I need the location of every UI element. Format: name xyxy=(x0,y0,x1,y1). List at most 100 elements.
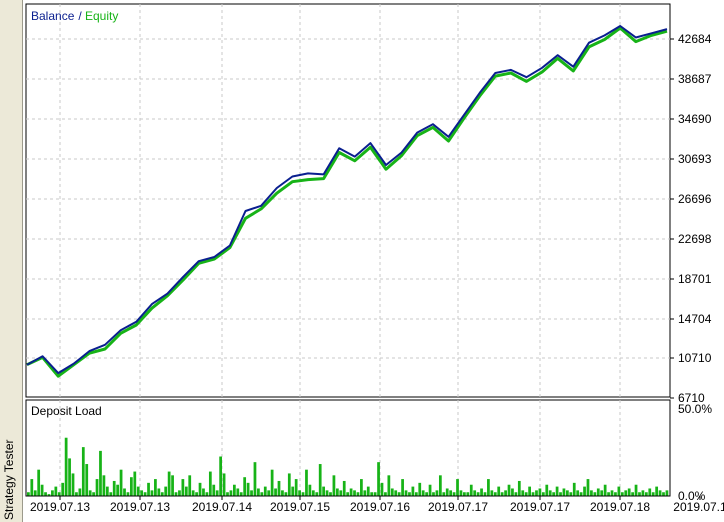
load-bar-36 xyxy=(150,490,154,496)
load-bar-51 xyxy=(202,488,205,496)
load-bar-50 xyxy=(198,482,202,496)
load-bar-18 xyxy=(88,490,92,496)
legend-separator: / xyxy=(75,9,85,23)
load-bar-85 xyxy=(318,464,322,496)
load-bar-54 xyxy=(212,484,216,496)
load-bar-156 xyxy=(562,488,566,496)
load-bar-165 xyxy=(593,492,597,496)
load-bar-120 xyxy=(438,475,442,496)
load-bar-155 xyxy=(559,492,562,496)
load-bar-137 xyxy=(497,486,501,496)
load-bar-13 xyxy=(71,473,75,496)
main-y-tick-1: 38687 xyxy=(678,72,712,86)
load-bar-15 xyxy=(78,488,82,496)
load-y-tick-min: 0.0% xyxy=(678,489,706,503)
load-bar-40 xyxy=(164,486,168,496)
load-bar-73 xyxy=(277,480,281,496)
x-tick-2: 2019.07.14 xyxy=(192,500,252,514)
load-bar-48 xyxy=(191,490,195,496)
load-bar-17 xyxy=(85,464,89,496)
load-bar-44 xyxy=(178,490,181,496)
load-bar-67 xyxy=(257,488,260,496)
load-bar-99 xyxy=(366,486,370,496)
load-bar-169 xyxy=(607,492,610,496)
load-bar-8 xyxy=(54,486,58,496)
load-bar-12 xyxy=(68,458,71,496)
load-bar-41 xyxy=(167,471,171,496)
load-bar-140 xyxy=(507,484,511,496)
x-tick-8: 2019.07.1 xyxy=(673,500,724,514)
load-bar-111 xyxy=(408,492,411,496)
main-y-tick-2: 34690 xyxy=(678,112,712,126)
load-bar-6 xyxy=(47,494,51,496)
main-series-lines xyxy=(26,25,668,378)
load-bar-33 xyxy=(140,490,144,496)
x-tick-4: 2019.07.16 xyxy=(350,500,410,514)
load-bar-184 xyxy=(658,490,662,496)
load-bar-53 xyxy=(208,471,212,496)
load-bar-21 xyxy=(99,450,102,496)
load-bar-179 xyxy=(641,490,645,496)
load-bar-130 xyxy=(473,490,477,496)
load-bar-173 xyxy=(620,492,624,496)
load-bar-170 xyxy=(610,490,614,496)
load-bar-28 xyxy=(123,488,126,496)
load-bar-100 xyxy=(370,492,374,496)
load-bar-35 xyxy=(147,482,150,496)
load-bar-132 xyxy=(480,488,483,496)
load-bar-149 xyxy=(538,488,542,496)
load-bar-38 xyxy=(157,488,161,496)
load-bar-84 xyxy=(315,492,319,496)
load-bar-138 xyxy=(500,492,504,496)
load-bar-31 xyxy=(133,471,137,496)
equity-line xyxy=(26,26,668,378)
load-bar-135 xyxy=(490,490,494,496)
load-bar-103 xyxy=(380,482,384,496)
load-bar-91 xyxy=(339,490,343,496)
load-bar-60 xyxy=(232,484,236,496)
load-bar-172 xyxy=(617,486,621,496)
load-bar-23 xyxy=(105,486,109,496)
load-bar-141 xyxy=(511,488,514,496)
load-bar-174 xyxy=(624,490,628,496)
load-bar-43 xyxy=(174,492,178,496)
load-bar-32 xyxy=(136,486,140,496)
chart-legend: Balance / Equity xyxy=(31,9,118,23)
load-bar-55 xyxy=(215,490,219,496)
load-bar-47 xyxy=(188,475,192,496)
load-bar-159 xyxy=(572,482,576,496)
load-bar-65 xyxy=(250,490,253,496)
x-tick-5: 2019.07.17 xyxy=(428,500,488,514)
main-y-tick-0: 42684 xyxy=(678,32,712,46)
load-bar-180 xyxy=(644,492,648,496)
load-bar-3 xyxy=(37,469,41,496)
load-bar-95 xyxy=(353,490,356,496)
main-y-tick-7: 14704 xyxy=(678,312,712,326)
strategy-tester-side-tab[interactable]: Strategy Tester xyxy=(0,0,23,522)
load-bar-154 xyxy=(555,486,559,496)
load-bar-4 xyxy=(40,484,44,496)
load-bar-34 xyxy=(143,492,147,496)
main-y-tick-9: 6710 xyxy=(678,391,705,405)
load-bar-104 xyxy=(384,492,387,496)
load-bar-20 xyxy=(95,479,99,496)
x-tick-1: 2019.07.13 xyxy=(110,500,170,514)
load-bar-166 xyxy=(596,488,600,496)
load-bar-124 xyxy=(452,492,456,496)
load-bar-26 xyxy=(116,484,120,496)
load-bar-7 xyxy=(51,490,54,496)
deposit-load-bars xyxy=(27,437,669,496)
load-bar-183 xyxy=(655,486,659,496)
load-bar-143 xyxy=(517,480,521,496)
load-bar-56 xyxy=(219,456,223,496)
load-bar-101 xyxy=(373,492,377,496)
load-bar-113 xyxy=(414,492,418,496)
legend-equity: Equity xyxy=(85,9,118,23)
load-bar-163 xyxy=(586,479,590,496)
load-bar-106 xyxy=(390,488,394,496)
load-bar-119 xyxy=(435,490,439,496)
main-plot-frame xyxy=(25,3,671,398)
load-bar-2 xyxy=(33,490,37,496)
load-bar-109 xyxy=(401,479,404,496)
load-bar-86 xyxy=(322,486,325,496)
